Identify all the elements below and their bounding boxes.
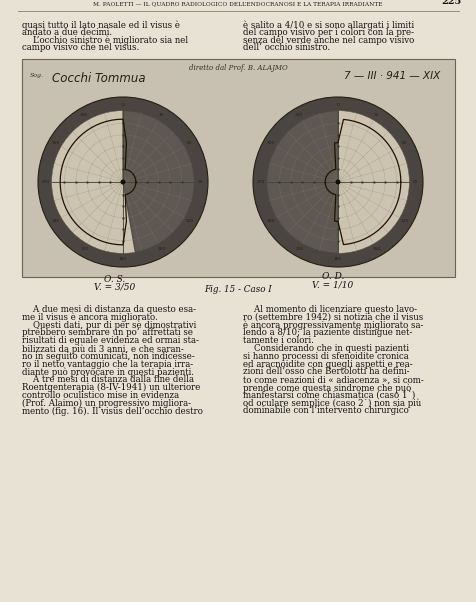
Polygon shape	[123, 111, 194, 252]
Text: 330: 330	[295, 113, 303, 117]
Circle shape	[252, 97, 422, 267]
Text: diante può provocare in questi pazienti.: diante può provocare in questi pazienti.	[22, 367, 194, 377]
Text: 225: 225	[441, 0, 461, 6]
Text: Questi dati, pur di per sè dimostrativi: Questi dati, pur di per sè dimostrativi	[22, 321, 196, 330]
Text: 240: 240	[52, 219, 60, 223]
Circle shape	[266, 111, 408, 253]
Text: O. S.: O. S.	[104, 275, 125, 284]
Text: 120: 120	[186, 219, 194, 223]
Text: V. = 3/50: V. = 3/50	[94, 283, 135, 292]
Text: V. = 1/10: V. = 1/10	[312, 280, 353, 289]
Text: Cocchi Tommua: Cocchi Tommua	[52, 72, 145, 85]
Text: mento (fig. 16). Il visus dell’occhio destro: mento (fig. 16). Il visus dell’occhio de…	[22, 406, 202, 415]
Text: dell’ occhio sinistro.: dell’ occhio sinistro.	[242, 43, 329, 52]
Text: Fig. 15 - Caso I: Fig. 15 - Caso I	[204, 285, 272, 294]
Text: M. PAOLETTI — IL QUADRO RADIOLOGICO DELL’ENDOCRANOSI E LA TERAPIA IRRADIANTE: M. PAOLETTI — IL QUADRO RADIOLOGICO DELL…	[93, 1, 382, 6]
Text: 270: 270	[41, 180, 50, 184]
Text: 300: 300	[267, 141, 275, 145]
Text: manfestarsi come chiasmatica (caso 1˙): manfestarsi come chiasmatica (caso 1˙)	[242, 391, 415, 400]
Text: è ancora progressivamente migliorato sa-: è ancora progressivamente migliorato sa-	[242, 321, 423, 330]
Text: Sog.: Sog.	[30, 73, 44, 78]
Circle shape	[38, 97, 208, 267]
Text: 60: 60	[401, 141, 407, 145]
Text: me il visus è ancora migliorato.: me il visus è ancora migliorato.	[22, 313, 158, 322]
Text: del campo visivo per i colori con la pre-: del campo visivo per i colori con la pre…	[242, 28, 413, 37]
Text: (Prof. Alaimo) un progressivo migliora-: (Prof. Alaimo) un progressivo migliora-	[22, 399, 190, 408]
Text: 300: 300	[52, 141, 60, 145]
Bar	[22, 59, 454, 277]
Text: 270: 270	[256, 180, 264, 184]
Text: quasi tutto il lato nasale ed il visus è: quasi tutto il lato nasale ed il visus è	[22, 20, 179, 29]
Text: 330: 330	[80, 113, 88, 117]
Circle shape	[51, 111, 194, 253]
Text: Roentgenterapia (8-IV-1941) un ulteriore: Roentgenterapia (8-IV-1941) un ulteriore	[22, 383, 200, 392]
Text: 150: 150	[157, 247, 166, 251]
Text: tamente i colori.: tamente i colori.	[242, 336, 313, 345]
Text: 60: 60	[187, 141, 192, 145]
Text: zioni dell’osso che Bertolotti ha defini-: zioni dell’osso che Bertolotti ha defini…	[242, 367, 408, 376]
Text: 210: 210	[80, 247, 88, 251]
Text: bilizzati da più di 3 anni, e che saran-: bilizzati da più di 3 anni, e che saran-	[22, 344, 183, 353]
Text: 240: 240	[267, 219, 275, 223]
Text: 90: 90	[412, 180, 417, 184]
Circle shape	[335, 179, 340, 184]
Text: campo visivo che nel visus.: campo visivo che nel visus.	[22, 43, 139, 52]
Text: ed aracnoidite con quegli aspetti e rea-: ed aracnoidite con quegli aspetti e rea-	[242, 359, 412, 368]
Text: diretto dal Prof. B. ALAJMO: diretto dal Prof. B. ALAJMO	[188, 64, 288, 72]
Text: ptrebbero sembrare un po’ affrettati se: ptrebbero sembrare un po’ affrettati se	[22, 329, 193, 337]
Text: 180: 180	[333, 257, 341, 261]
Text: 150: 150	[372, 247, 380, 251]
Text: Considerando che in questi pazienti: Considerando che in questi pazienti	[242, 344, 408, 353]
Text: od oculare semplice (caso 2˙) non sia più: od oculare semplice (caso 2˙) non sia pi…	[242, 399, 420, 408]
Text: è salito a 4/10 e si sono allargati i limiti: è salito a 4/10 e si sono allargati i li…	[242, 20, 413, 29]
Text: no in seguito comunicati, non indicesse-: no in seguito comunicati, non indicesse-	[22, 352, 194, 361]
Text: 180: 180	[119, 257, 127, 261]
Text: A tre mesi di distanza dalla fine della: A tre mesi di distanza dalla fine della	[22, 375, 194, 384]
Circle shape	[120, 179, 125, 184]
Text: 30: 30	[159, 113, 164, 117]
Text: si hanno processi di sfenoidite cronica: si hanno processi di sfenoidite cronica	[242, 352, 408, 361]
Text: controllo oculistico mise in evidenza: controllo oculistico mise in evidenza	[22, 391, 179, 400]
Text: O. D.: O. D.	[321, 272, 344, 281]
Text: 210: 210	[295, 247, 303, 251]
Text: senza del verde anche nel campo visivo: senza del verde anche nel campo visivo	[242, 36, 413, 45]
Text: Al momento di licenziare questo lavo-: Al momento di licenziare questo lavo-	[242, 305, 416, 314]
Text: 0: 0	[336, 103, 338, 107]
Text: L’occhio sinistro è migliorato sia nel: L’occhio sinistro è migliorato sia nel	[22, 36, 188, 45]
Text: ro (settembre 1942) si notizia che il visus: ro (settembre 1942) si notizia che il vi…	[242, 313, 422, 322]
Text: andato a due decimi.: andato a due decimi.	[22, 28, 112, 37]
Text: A due mesi di distanza da questo esa-: A due mesi di distanza da questo esa-	[22, 305, 196, 314]
Text: risultati di eguale evidenza ed ormai sta-: risultati di eguale evidenza ed ormai st…	[22, 336, 198, 345]
Text: dominabile con l’intervento chirurgico: dominabile con l’intervento chirurgico	[242, 406, 408, 415]
Text: to come reazioni di « adiacenza », si com-: to come reazioni di « adiacenza », si co…	[242, 375, 423, 384]
Text: 30: 30	[373, 113, 378, 117]
Text: prende come questa sindrome che può: prende come questa sindrome che può	[242, 383, 410, 393]
Text: 7 — III · 941 — XIX: 7 — III · 941 — XIX	[343, 71, 439, 81]
Text: 90: 90	[197, 180, 203, 184]
Polygon shape	[266, 111, 337, 253]
Text: 120: 120	[400, 219, 408, 223]
Text: 0: 0	[121, 103, 124, 107]
Text: lendo a 8/10; la paziente distingue net-: lendo a 8/10; la paziente distingue net-	[242, 329, 412, 337]
Text: ro il netto vantaggio che la terapia irra-: ro il netto vantaggio che la terapia irr…	[22, 359, 193, 368]
